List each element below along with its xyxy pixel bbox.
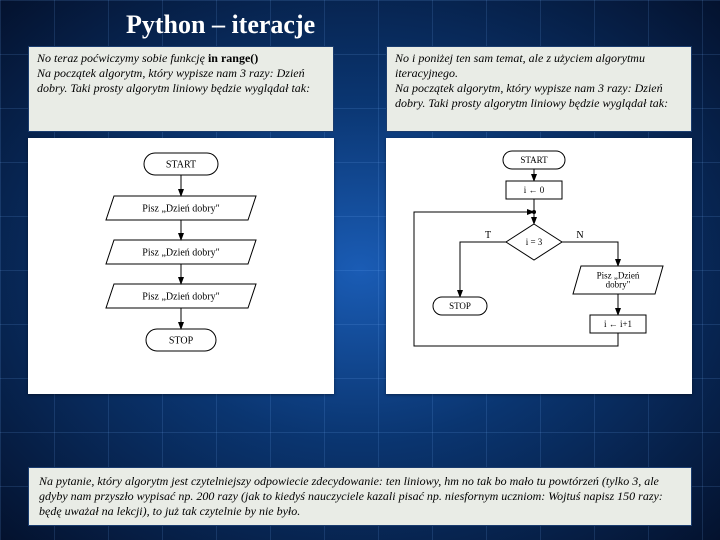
svg-text:i = 3: i = 3: [526, 237, 543, 247]
svg-text:i ← i+1: i ← i+1: [604, 319, 632, 329]
slide-content: Python – iteracje No teraz poćwiczymy so…: [0, 0, 720, 540]
footer-text-box: Na pytanie, który algorytm jest czytelni…: [28, 467, 692, 526]
left-diagram-wrap: START Pisz „Dzień dobry" Pisz „Dzień dobry…: [28, 138, 334, 394]
svg-text:Pisz „Dzień dobry": Pisz „Dzień dobry": [142, 292, 219, 303]
svg-text:STOP: STOP: [169, 336, 194, 347]
columns: No teraz poćwiczymy sobie funkcję in ran…: [28, 46, 692, 394]
left-text-box: No teraz poćwiczymy sobie funkcję in ran…: [28, 46, 334, 132]
svg-text:i ← 0: i ← 0: [524, 185, 545, 195]
svg-text:Pisz „Dzień dobry": Pisz „Dzień dobry": [142, 204, 219, 215]
right-column: No i poniżej ten sam temat, ale z użycie…: [386, 46, 692, 394]
svg-text:START: START: [166, 160, 196, 171]
svg-text:START: START: [520, 155, 548, 165]
svg-text:STOP: STOP: [449, 301, 471, 311]
svg-text:dobry": dobry": [606, 280, 631, 290]
right-diagram-wrap: STARTi ← 0i = 3STOPPisz „Dzieńdobry"i ← …: [386, 138, 692, 394]
right-flowchart: STARTi ← 0i = 3STOPPisz „Dzieńdobry"i ← …: [394, 146, 684, 366]
left-flowchart: START Pisz „Dzień dobry" Pisz „Dzień dobry…: [61, 146, 301, 366]
svg-text:N: N: [576, 230, 583, 241]
svg-text:Pisz „Dzień dobry": Pisz „Dzień dobry": [142, 248, 219, 259]
left-column: No teraz poćwiczymy sobie funkcję in ran…: [28, 46, 334, 394]
right-text-box: No i poniżej ten sam temat, ale z użycie…: [386, 46, 692, 132]
slide-title: Python – iteracje: [126, 10, 692, 40]
svg-text:T: T: [485, 230, 491, 241]
